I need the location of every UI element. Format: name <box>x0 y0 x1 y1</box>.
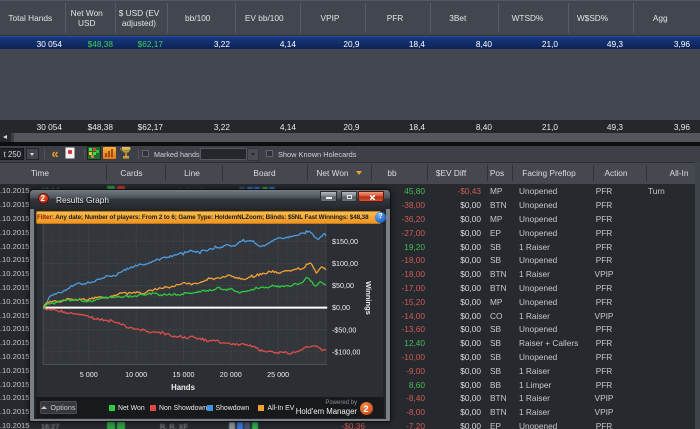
svg-text:Hands: Hands <box>171 383 195 392</box>
svg-text:$150,00: $150,00 <box>332 237 358 246</box>
svg-text:-$50,00: -$50,00 <box>332 325 356 334</box>
svg-text:$100,00: $100,00 <box>332 259 358 268</box>
svg-text:$0,00: $0,00 <box>332 303 350 312</box>
svg-text:20 000: 20 000 <box>220 370 242 379</box>
svg-text:15 000: 15 000 <box>173 370 195 379</box>
svg-text:5 000: 5 000 <box>80 370 98 379</box>
svg-text:Winnings: Winnings <box>364 281 373 315</box>
svg-text:25 000: 25 000 <box>267 370 289 379</box>
svg-text:-$100,00: -$100,00 <box>332 347 360 356</box>
svg-text:10 000: 10 000 <box>125 370 147 379</box>
svg-text:$50,00: $50,00 <box>332 281 354 290</box>
